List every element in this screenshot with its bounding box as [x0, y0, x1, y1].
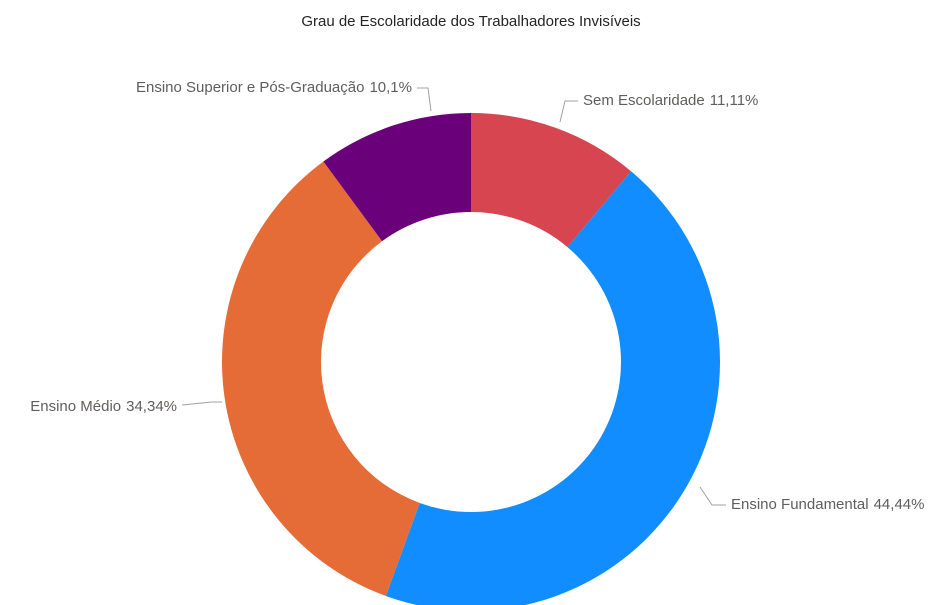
category-label: Ensino Fundamental [731, 496, 869, 513]
category-label: Ensino Médio [30, 398, 121, 415]
category-label: Ensino Superior e Pós-Graduação [136, 79, 364, 96]
donut-slice [323, 113, 471, 242]
value-label: 44,44% [874, 496, 925, 513]
leader-line [559, 100, 578, 123]
value-label: 34,34% [126, 398, 177, 415]
category-label: Sem Escolaridade [583, 92, 705, 109]
donut-slice [222, 161, 420, 596]
donut-slice [471, 113, 632, 248]
donut-slice [385, 171, 720, 605]
data-label: Ensino Superior e Pós-Graduação 10,1% [136, 79, 412, 96]
leader-line [181, 401, 222, 406]
data-label: Ensino Fundamental 44,44% [731, 496, 924, 513]
value-label: 10,1% [369, 79, 412, 96]
data-label: Ensino Médio 34,34% [30, 398, 177, 415]
leader-line [417, 87, 432, 112]
leader-line [699, 486, 726, 506]
data-label: Sem Escolaridade 11,11% [583, 92, 758, 109]
chart-title: Grau de Escolaridade dos Trabalhadores I… [301, 13, 640, 30]
value-label: 11,11% [710, 92, 759, 109]
